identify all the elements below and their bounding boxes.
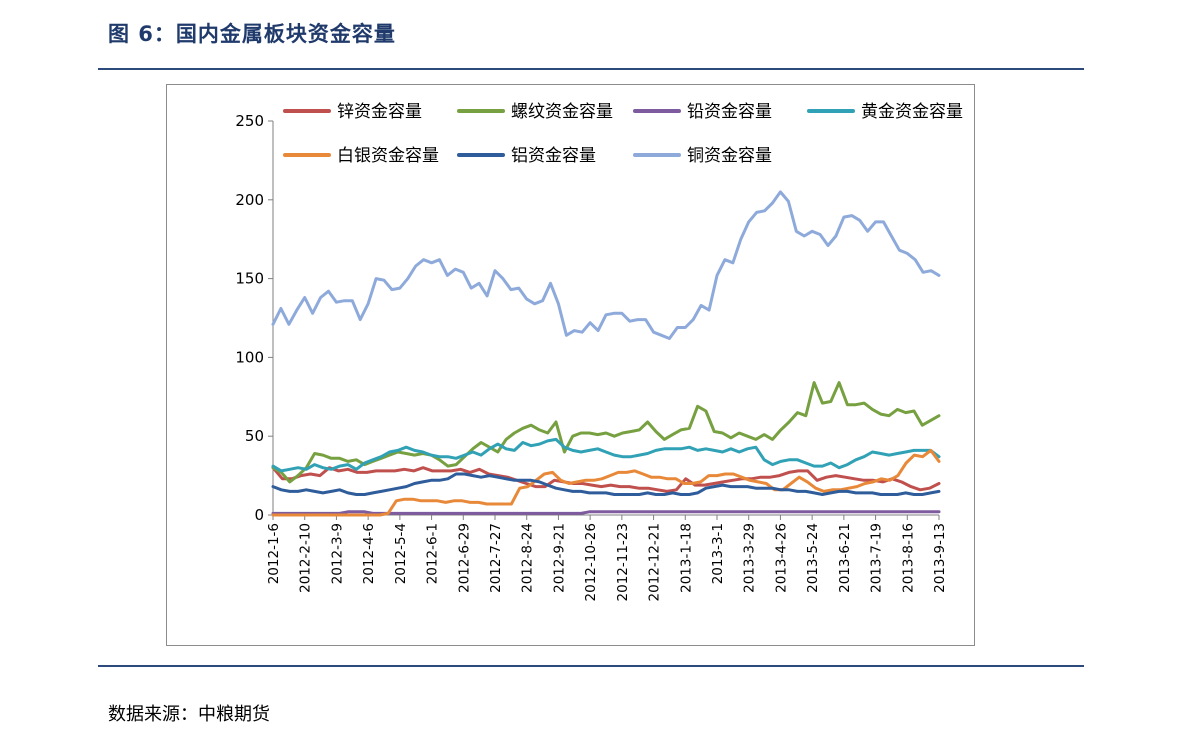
y-tick-label: 200 (235, 191, 264, 209)
x-tick-label: 2012-11-23 (615, 523, 631, 601)
series-line (271, 190, 941, 340)
line-chart: 0 50 100 150 200 250 2012-1-6 2012-2-10 2012-3-9… (235, 102, 963, 601)
x-tick-label: 2013-8-16 (900, 523, 916, 593)
x-tick-label: 2012-9-21 (551, 523, 567, 593)
x-tick-label: 2012-6-1 (425, 523, 441, 584)
x-tick-label: 2012-7-27 (488, 523, 504, 593)
series-line (271, 466, 941, 493)
top-divider (98, 68, 1084, 70)
x-tick-label: 2013-4-26 (773, 523, 789, 593)
legend-label: 黄金资金容量 (861, 102, 963, 122)
bottom-divider (98, 665, 1084, 667)
y-tick-label: 0 (254, 506, 264, 524)
x-tick-label: 2012-5-4 (393, 523, 409, 584)
x-tick-label: 2012-8-24 (520, 523, 536, 593)
y-tick-label: 50 (245, 427, 264, 445)
figure-title: 图 6：国内金属板块资金容量 (108, 22, 396, 46)
x-tick-label: 2012-3-9 (329, 523, 345, 584)
series-line (271, 510, 941, 515)
x-tick-label: 2013-3-29 (742, 523, 758, 593)
legend-label: 铜资金容量 (687, 146, 772, 166)
data-source: 数据来源：中粮期货 (108, 704, 270, 725)
x-tick-label: 2013-3-1 (710, 523, 726, 584)
x-tick-label: 2013-1-18 (678, 523, 694, 593)
x-tick-label: 2012-4-6 (361, 523, 377, 584)
y-tick-label: 150 (235, 270, 264, 288)
series-line (271, 448, 941, 517)
x-tick-label: 2012-2-10 (298, 523, 314, 593)
y-tick-label: 100 (235, 348, 264, 366)
x-tick-label: 2012-12-21 (647, 523, 663, 601)
x-tick-label: 2012-10-26 (583, 523, 599, 601)
legend-label: 锌资金容量 (337, 102, 422, 122)
legend-label: 铅资金容量 (687, 102, 772, 122)
x-tick-label: 2013-6-21 (837, 523, 853, 593)
x-tick-label: 2012-1-6 (266, 523, 282, 584)
x-tick-label: 2013-5-24 (805, 523, 821, 593)
chart-frame: 0 50 100 150 200 250 2012-1-6 2012-2-10 2012-3-9… (166, 84, 975, 646)
x-tick-label: 2013-7-19 (869, 523, 885, 593)
series-line (271, 381, 941, 484)
x-tick-label: 2012-6-29 (456, 523, 472, 593)
series-line (271, 472, 941, 496)
legend-label: 螺纹资金容量 (511, 102, 613, 122)
legend-label: 白银资金容量 (337, 146, 439, 166)
y-tick-label: 250 (235, 112, 264, 130)
series-line (271, 437, 941, 473)
legend-label: 铝资金容量 (511, 146, 596, 166)
x-tick-label: 2013-9-13 (932, 523, 948, 593)
